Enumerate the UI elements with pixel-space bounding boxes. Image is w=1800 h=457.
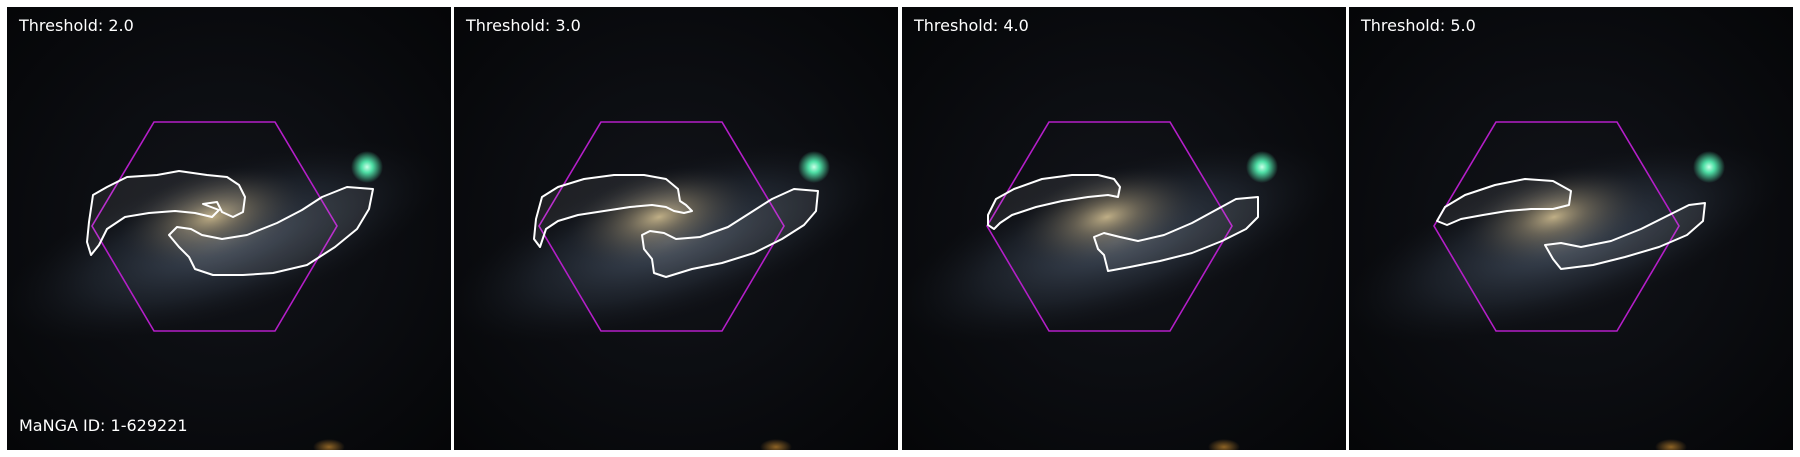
threshold-contour-upper-arm	[987, 174, 1121, 230]
background-source	[760, 439, 792, 450]
ifu-hexagon	[1433, 121, 1680, 332]
threshold-label: Threshold: 3.0	[466, 16, 581, 35]
galaxy-image	[7, 7, 451, 450]
threshold-contour-lower-arm	[1544, 202, 1706, 270]
manga-id-label: MaNGA ID: 1-629221	[19, 416, 188, 435]
galaxy-core	[566, 167, 752, 267]
threshold-label: Threshold: 5.0	[1361, 16, 1476, 35]
threshold-contour-lower-arm	[641, 188, 819, 278]
threshold-label: Threshold: 4.0	[914, 16, 1029, 35]
threshold-contour-upper-arm	[86, 170, 246, 256]
panel-threshold-3: Threshold: 4.0	[902, 7, 1346, 450]
panel-threshold-2: Threshold: 3.0	[454, 7, 898, 450]
foreground-star-icon	[798, 151, 830, 183]
galaxy-core	[1014, 167, 1200, 267]
panel-threshold-1: Threshold: 2.0 MaNGA ID: 1-629221	[7, 7, 451, 450]
foreground-star-icon	[351, 151, 383, 183]
threshold-contour-lower-arm	[1093, 196, 1259, 272]
galaxy-core	[1461, 167, 1647, 267]
ifu-hexagon	[986, 121, 1233, 332]
panel-threshold-4: Threshold: 5.0	[1349, 7, 1793, 450]
threshold-label: Threshold: 2.0	[19, 16, 134, 35]
background-source	[1655, 439, 1687, 450]
ifu-hexagon	[91, 121, 338, 332]
background-source	[1208, 439, 1240, 450]
galaxy-image	[902, 7, 1346, 450]
galaxy-image	[1349, 7, 1793, 450]
foreground-star-icon	[1693, 151, 1725, 183]
ifu-hexagon	[538, 121, 785, 332]
threshold-contour-upper-arm	[533, 174, 693, 248]
galaxy-image	[454, 7, 898, 450]
foreground-star-icon	[1246, 151, 1278, 183]
threshold-contour-lower-arm	[168, 186, 374, 276]
background-source	[313, 439, 345, 450]
threshold-contour-upper-arm	[1436, 178, 1572, 226]
